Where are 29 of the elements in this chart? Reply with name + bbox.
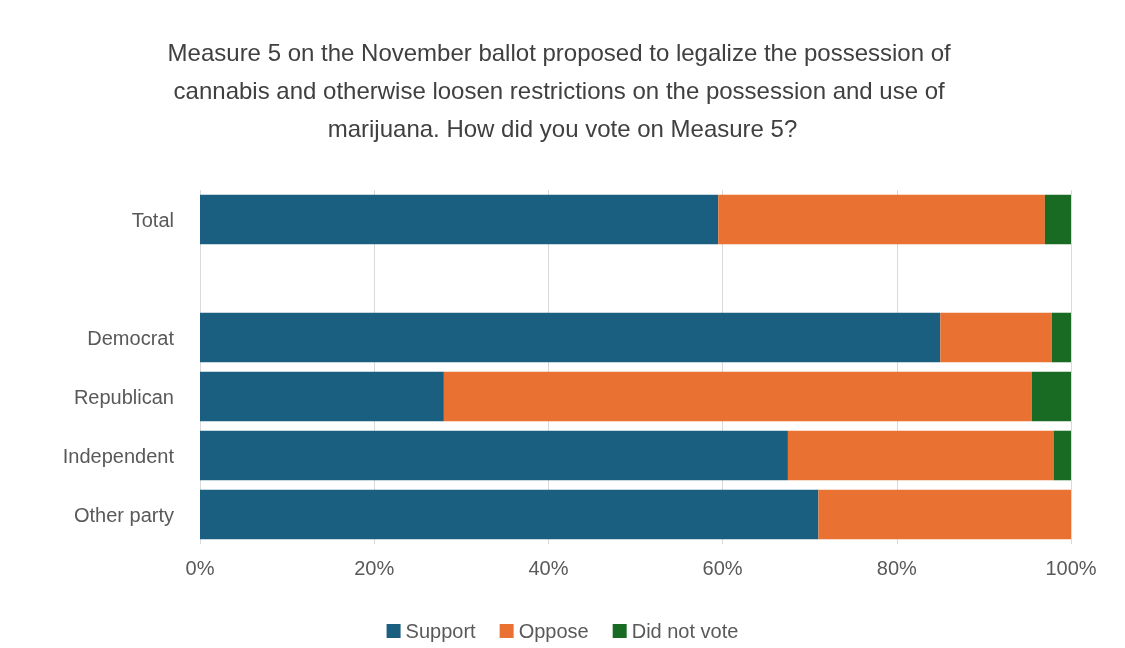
bar xyxy=(940,312,1052,363)
bar xyxy=(200,430,788,481)
y-tick-label: Republican xyxy=(73,385,174,408)
bar xyxy=(200,489,819,540)
y-tick-label: Other party xyxy=(73,503,174,526)
bar xyxy=(718,194,1045,245)
x-tick-label: 80% xyxy=(876,557,918,579)
bar xyxy=(200,371,444,422)
y-tick-label: Democrat xyxy=(87,326,175,349)
bar xyxy=(443,371,1032,422)
x-tick-label: 100% xyxy=(1045,557,1097,579)
chart-title: Measure 5 on the November ballot proposed to legalize the possession of cannabis and otherwise loosen restrictions on the possession and use of marijuana. How did you vote on Measure 5? xyxy=(167,38,958,142)
bar xyxy=(1044,194,1071,245)
x-tick-label: 40% xyxy=(528,557,569,579)
bar xyxy=(200,194,719,245)
x-tick-label: 60% xyxy=(702,557,743,579)
x-tick-label: 20% xyxy=(354,557,395,579)
bar xyxy=(787,430,1054,481)
legend-label: Oppose xyxy=(518,620,589,642)
bar xyxy=(1031,371,1071,422)
bar xyxy=(818,489,1071,540)
bar xyxy=(200,312,941,363)
legend-label: Did not vote xyxy=(631,620,739,642)
y-tick-label: Total xyxy=(131,208,174,231)
bar xyxy=(1051,312,1071,363)
bar xyxy=(1053,430,1071,481)
x-tick-label: 0% xyxy=(185,557,215,579)
legend-label: Support xyxy=(405,620,477,642)
y-tick-label: Independent xyxy=(62,444,175,467)
